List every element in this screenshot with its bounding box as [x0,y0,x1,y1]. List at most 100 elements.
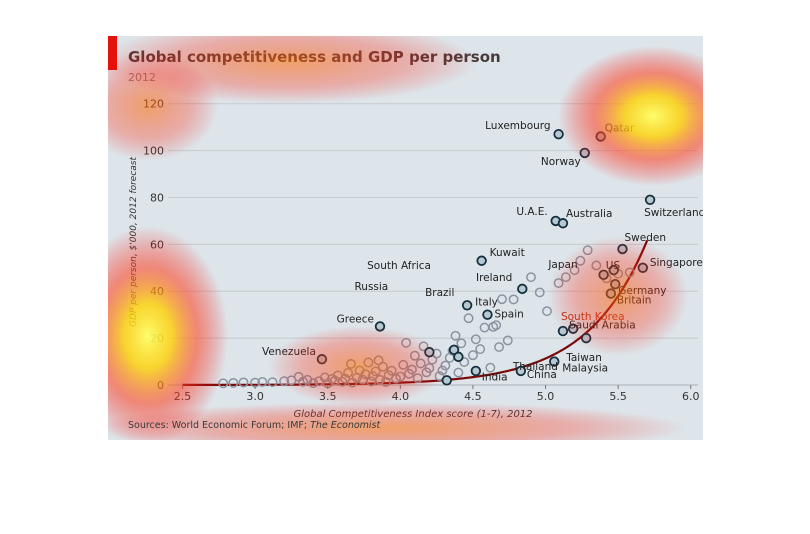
scatter-plot: Luxembourg Qatar Norway Switzerland U.A.E. Au… [129,98,703,420]
data-point [526,272,536,283]
point-label: Singapore [650,257,703,269]
point-label: Kuwait [490,247,525,259]
data-point [517,283,528,295]
x-tick-label: 4.5 [464,390,482,403]
data-point [560,272,571,283]
data-point [470,334,481,345]
data-point [316,354,328,365]
point-label: Malaysia [562,363,608,375]
point-label: Venezuela [262,346,316,358]
point-label: Norway [541,156,581,168]
data-point [377,361,388,372]
data-point [502,335,513,346]
x-tick-label: 2.5 [174,390,192,403]
data-point [580,332,592,344]
data-point [475,344,486,355]
data-point [637,262,649,273]
data-point [467,350,478,361]
y-tick-label: 100 [143,145,164,158]
point-label: US [606,260,621,272]
data-point [257,377,268,387]
data-point [346,358,356,369]
data-point [363,357,374,368]
data-point [497,294,507,305]
data-point [579,147,590,159]
point-label: Russia [354,281,388,293]
data-point [476,255,487,266]
x-tick-label: 6.0 [682,390,700,403]
source-italic: The Economist [310,420,381,431]
data-point [644,194,656,206]
x-tick-label: 3.0 [246,390,264,403]
data-point [557,218,569,229]
gridlines [168,103,698,386]
chart-source: Sources: World Economic Forum; IMF; The … [128,420,380,431]
data-point [553,128,564,140]
chart-figure: Global competitiveness and GDP per perso… [108,36,703,440]
data-point [534,287,545,298]
y-axis-label: GDP per person, $'000, 2012 forecast [129,157,139,328]
data-point [456,338,467,349]
point-label: Sweden [624,232,666,244]
data-point [218,378,229,389]
point-label: India [482,371,508,383]
point-label: Spain [494,309,523,321]
data-point [553,278,564,288]
data-point [463,313,474,324]
y-tick-label: 120 [143,98,164,111]
data-point [374,321,386,332]
data-point [605,288,617,299]
x-axis-label: Global Competitiveness Index score (1-7)… [293,409,532,420]
y-tick-label: 40 [150,285,164,298]
point-label: U.A.E. [516,206,547,218]
point-label: South Korea [561,311,625,323]
point-label: Britain [617,295,652,307]
point-label: Luxembourg [485,120,550,132]
data-point [591,260,602,271]
data-point [470,365,482,377]
data-point [479,322,490,333]
data-point [424,346,435,358]
y-tick-label: 80 [150,191,164,204]
data-point [549,356,560,367]
point-label: Australia [566,208,612,220]
data-point [450,330,461,341]
data-point [238,377,249,388]
data-point [228,377,239,388]
data-point [453,351,464,363]
data-point [542,306,552,317]
data-point [459,357,470,367]
data-point [415,358,426,369]
y-tick-label: 20 [150,332,164,345]
point-label: Ireland [476,272,512,284]
x-tick-label: 5.0 [537,390,555,403]
point-label: Switzerland [644,207,703,219]
y-tick-label: 0 [157,379,164,392]
data-point [453,367,464,378]
point-label: Italy [475,296,498,308]
data-point [398,359,409,370]
y-tick-label: 60 [150,238,164,251]
source-text: Sources: World Economic Forum; IMF; [128,420,308,431]
data-point [409,350,420,361]
data-point [617,243,628,255]
point-label: Greece [337,313,374,325]
data-point [508,294,519,305]
point-label: Japan [547,259,577,271]
data-point [582,245,593,256]
data-point [485,362,496,373]
point-label: China [527,369,557,381]
x-tick-label: 3.5 [319,390,337,403]
data-point [482,309,493,320]
point-label: Qatar [605,123,635,135]
data-point [494,342,505,352]
data-point [557,325,569,337]
x-tick-label: 4.0 [392,390,410,403]
data-point [401,337,412,348]
data-point [461,300,473,311]
point-label: Brazil [425,287,454,299]
data-point [441,375,452,386]
data-point [515,365,527,377]
point-labels: Luxembourg Qatar Norway Switzerland U.A.E. Au… [262,120,703,383]
point-label: South Africa [367,260,431,272]
